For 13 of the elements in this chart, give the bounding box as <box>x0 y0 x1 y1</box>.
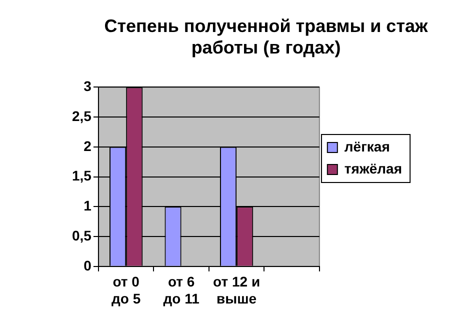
y-tick-label: 3 <box>84 78 92 94</box>
x-tick-label: от 0 до 5 <box>112 274 141 306</box>
y-tick-label: 0 <box>84 257 92 274</box>
legend-label: лёгкая <box>344 138 390 154</box>
y-tick-label: 0,5 <box>72 227 92 244</box>
y-tick-label: 1,5 <box>72 168 92 184</box>
x-tick-label: от 6 до 11 <box>163 274 200 306</box>
x-tick-label: от 12 и выше <box>213 274 260 306</box>
chart-title: Степень полученной травмы и стаж работы (в годах) <box>104 16 428 58</box>
y-tick-label: 1 <box>84 198 92 214</box>
y-tick-label: 2,5 <box>72 108 92 124</box>
y-tick-label: 2 <box>84 138 92 154</box>
legend-label: тяжёлая <box>344 160 402 176</box>
